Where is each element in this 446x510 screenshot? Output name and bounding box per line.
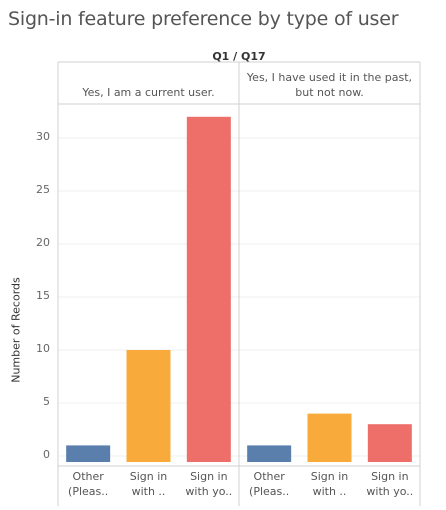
category-label: Sign in with yo.. [361, 469, 419, 499]
bar-2-2 [307, 413, 352, 462]
panel-header-1: Yes, I am a current user. [58, 85, 239, 100]
category-label-line: with .. [131, 485, 166, 498]
category-label-line: Other [253, 470, 285, 483]
category-label: Sign in with .. [120, 469, 178, 499]
chart-title: Sign-in feature preference by type of us… [8, 8, 399, 30]
category-label: Sign in with yo.. [180, 469, 238, 499]
y-tick-label: 30 [36, 130, 50, 143]
bar-1-3 [186, 116, 231, 463]
y-tick-label: 5 [43, 395, 50, 408]
bar-2-1 [247, 445, 292, 462]
category-label-line: (Pleas.. [68, 485, 109, 498]
category-label: Other (Pleas.. [240, 469, 298, 499]
category-label-line: Sign in [371, 470, 409, 483]
y-tick-label: 10 [36, 342, 50, 355]
category-label: Sign in with .. [301, 469, 359, 499]
y-tick-label: 0 [43, 448, 50, 461]
category-label-line: Sign in [310, 470, 349, 483]
category-label-line: Sign in [190, 470, 228, 483]
panel-header-line: but not now. [295, 86, 364, 99]
category-label-line: Other [72, 470, 104, 483]
y-tick-label: 25 [36, 183, 50, 196]
bar-1-1 [66, 445, 111, 462]
column-header: Q1 / Q17 [212, 50, 266, 63]
category-label-line: Sign in [129, 470, 168, 483]
y-axis-label: Number of Records [9, 277, 23, 383]
category-label-line: with yo.. [185, 485, 233, 498]
bar-2-3 [367, 424, 412, 462]
category-label: Other (Pleas.. [59, 469, 117, 499]
panel-header-line: Yes, I have used it in the past, [246, 71, 413, 84]
y-tick-label: 20 [36, 236, 50, 249]
category-label-line: with .. [312, 485, 347, 498]
category-label-line: with yo.. [366, 485, 414, 498]
panel-header-line: Yes, I am a current user. [82, 86, 215, 99]
category-label-line: (Pleas.. [249, 485, 290, 498]
y-tick-label: 15 [36, 289, 50, 302]
panel-header-2: Yes, I have used it in the past, but not … [239, 70, 420, 100]
bar-1-2 [126, 350, 171, 462]
